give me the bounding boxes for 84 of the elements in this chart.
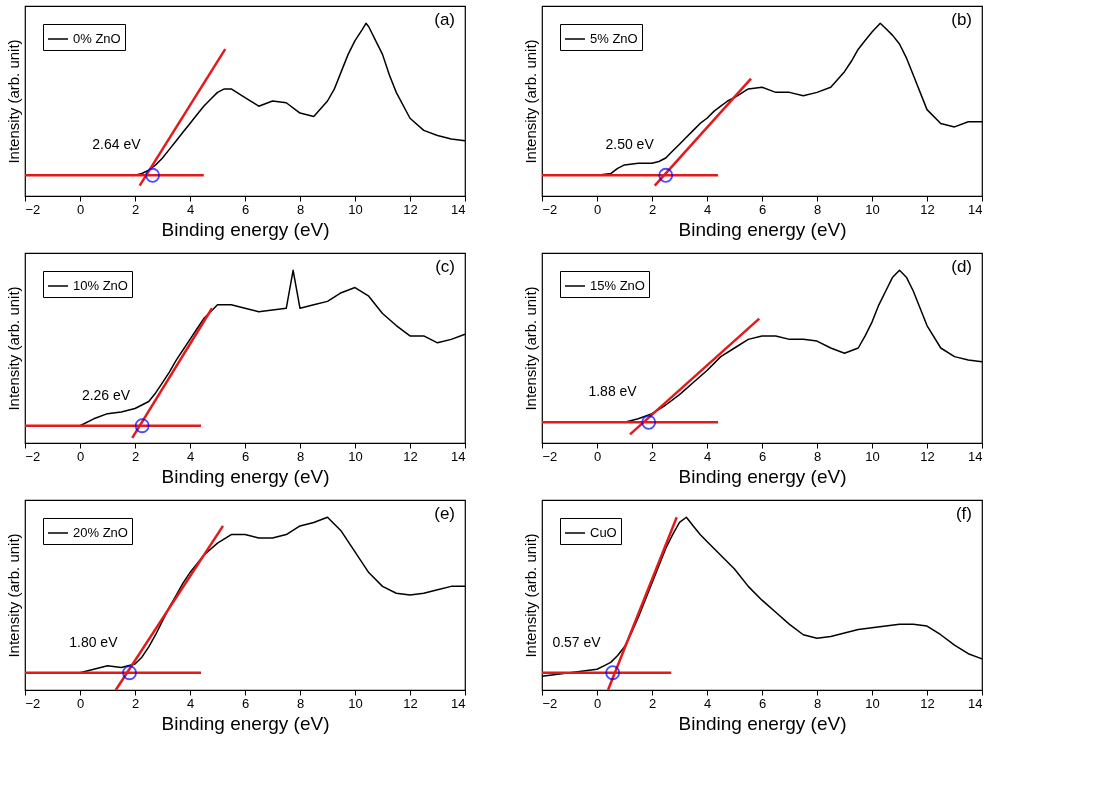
x-tick-label: 8 (296, 448, 305, 464)
x-tick-label: 4 (703, 201, 712, 217)
annotation: 0.57 eV (552, 633, 602, 650)
x-tick-label: 4 (186, 201, 195, 217)
annotation: 2.64 eV (92, 136, 142, 153)
x-tick-label: 12 (920, 695, 935, 711)
x-tick-label: 6 (241, 448, 250, 464)
x-tick-label: 10 (865, 695, 880, 711)
annotation: (f) (955, 504, 972, 523)
legend-label: 15% ZnO (590, 278, 645, 293)
x-tick-label: 8 (296, 695, 305, 711)
y-axis-title: Intensity (arb. unit) (4, 533, 22, 658)
annotation: 2.26 eV (81, 386, 131, 403)
x-tick-label: 4 (186, 448, 195, 464)
x-tick-label: 0 (593, 448, 602, 464)
x-axis-title: Binding energy (eV) (161, 712, 330, 734)
annotation: 1.88 eV (588, 383, 638, 400)
annotation: 2.50 eV (605, 136, 655, 153)
x-tick-label: 6 (758, 695, 767, 711)
x-axis-title: Binding energy (eV) (678, 465, 847, 487)
x-tick-label: 6 (241, 201, 250, 217)
x-tick-label: 6 (758, 201, 767, 217)
x-tick-label: 8 (296, 201, 305, 217)
x-tick-label: 0 (76, 448, 85, 464)
x-axis-title: Binding energy (eV) (161, 465, 330, 487)
x-tick-label: 10 (348, 448, 363, 464)
x-tick-label: 10 (865, 448, 880, 464)
x-tick-label: −2 (542, 448, 558, 464)
x-tick-label: −2 (542, 201, 558, 217)
legend-label: 0% ZnO (73, 31, 121, 46)
x-tick-label: 10 (865, 201, 880, 217)
x-tick-label: 10 (348, 695, 363, 711)
x-tick-label: −2 (542, 695, 558, 711)
y-axis-title: Intensity (arb. unit) (521, 39, 539, 164)
annotation: (d) (951, 257, 972, 276)
annotation: (c) (435, 257, 455, 276)
x-tick-label: 12 (920, 448, 935, 464)
x-tick-label: 4 (703, 448, 712, 464)
legend-label: 10% ZnO (73, 278, 128, 293)
x-tick-label: 2 (131, 695, 140, 711)
x-tick-label: 6 (241, 695, 250, 711)
x-tick-label: 0 (76, 695, 85, 711)
y-axis-title: Intensity (arb. unit) (4, 39, 22, 164)
annotation: (b) (951, 10, 972, 29)
x-tick-label: 2 (648, 448, 657, 464)
x-tick-label: 2 (131, 448, 140, 464)
x-tick-label: 12 (403, 201, 418, 217)
y-axis-title: Intensity (arb. unit) (521, 286, 539, 411)
x-axis-title: Binding energy (eV) (678, 712, 847, 734)
x-tick-label: 14 (451, 201, 466, 217)
x-tick-label: 14 (968, 201, 983, 217)
x-tick-label: 12 (403, 448, 418, 464)
annotation: (a) (434, 10, 455, 29)
x-tick-label: 2 (131, 201, 140, 217)
x-tick-label: 14 (451, 695, 466, 711)
x-tick-label: 0 (76, 201, 85, 217)
x-axis-title: Binding energy (eV) (161, 218, 330, 240)
x-tick-label: 8 (813, 448, 822, 464)
legend-label: 20% ZnO (73, 525, 128, 540)
x-tick-label: 10 (348, 201, 363, 217)
annotation: 1.80 eV (69, 633, 119, 650)
legend-label: CuO (590, 525, 617, 540)
x-tick-label: 8 (813, 695, 822, 711)
legend-label: 5% ZnO (590, 31, 638, 46)
x-tick-label: −2 (25, 448, 41, 464)
x-tick-label: 0 (593, 695, 602, 711)
x-tick-label: 2 (648, 201, 657, 217)
x-tick-label: 2 (648, 695, 657, 711)
x-tick-label: −2 (25, 201, 41, 217)
x-tick-label: 0 (593, 201, 602, 217)
y-axis-title: Intensity (arb. unit) (521, 533, 539, 658)
x-tick-label: 6 (758, 448, 767, 464)
x-tick-label: 12 (403, 695, 418, 711)
x-tick-label: 14 (451, 448, 466, 464)
annotation: (e) (434, 504, 455, 523)
x-tick-label: 14 (968, 448, 983, 464)
x-tick-label: 12 (920, 201, 935, 217)
x-tick-label: 4 (186, 695, 195, 711)
x-tick-label: 14 (968, 695, 983, 711)
x-tick-label: 8 (813, 201, 822, 217)
y-axis-title: Intensity (arb. unit) (4, 286, 22, 411)
x-tick-label: −2 (25, 695, 41, 711)
x-axis-title: Binding energy (eV) (678, 218, 847, 240)
x-tick-label: 4 (703, 695, 712, 711)
